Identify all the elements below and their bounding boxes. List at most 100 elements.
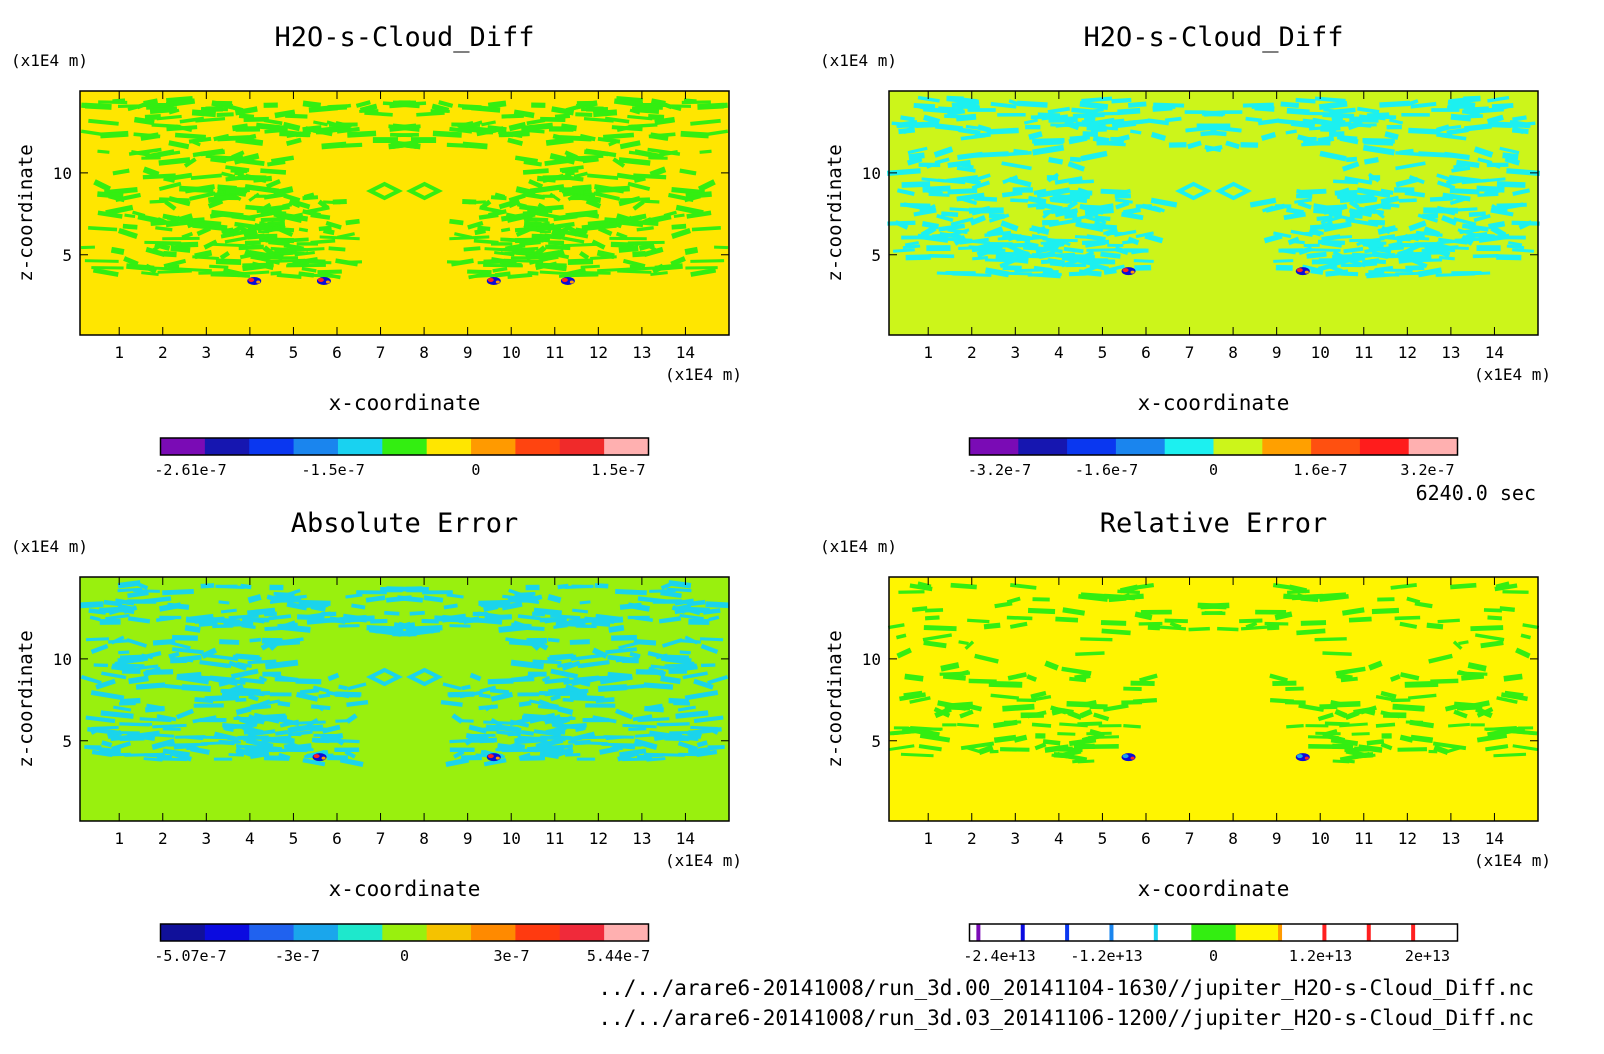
feature-stroke — [1310, 267, 1324, 275]
feature-stroke — [888, 744, 915, 752]
feature-stroke — [934, 123, 964, 132]
feature-stroke — [1051, 198, 1073, 204]
feature-stroke — [565, 224, 578, 234]
feature-stroke — [1503, 673, 1523, 682]
feature-stroke — [938, 223, 966, 232]
feature-stroke — [130, 150, 150, 157]
feature-stroke — [1375, 695, 1396, 702]
colorbar-swatch — [1235, 924, 1281, 941]
feature-stroke — [523, 159, 542, 167]
feature-stroke — [217, 184, 237, 191]
feature-stroke — [210, 155, 227, 164]
feature-stroke — [1380, 188, 1394, 195]
feature-stroke — [1123, 207, 1141, 215]
feature-stroke — [643, 752, 685, 757]
feature-stroke — [143, 98, 158, 106]
x-tick-label: 2 — [967, 343, 977, 362]
feature-stroke — [1010, 583, 1037, 590]
feature-stroke — [1135, 231, 1154, 239]
feature-stroke — [550, 668, 579, 680]
feature-stroke — [641, 199, 660, 204]
colorbar-label: -5.07e-7 — [154, 947, 226, 965]
feature-stroke — [247, 659, 277, 665]
feature-stroke — [174, 132, 206, 140]
feature-stroke — [1049, 262, 1066, 267]
feature-stroke — [631, 106, 660, 115]
feature-stroke — [961, 177, 982, 186]
feature-stroke — [318, 225, 332, 232]
feature-stroke — [1518, 220, 1533, 230]
feature-stroke — [1348, 200, 1360, 210]
feature-stroke — [496, 730, 522, 737]
feature-stroke — [1067, 200, 1079, 210]
x-tick-label: 11 — [545, 343, 564, 362]
feature-stroke — [200, 149, 225, 157]
feature-stroke — [1339, 135, 1359, 145]
feature-stroke — [550, 744, 574, 751]
feature-stroke — [523, 192, 546, 200]
feature-stroke — [384, 610, 400, 616]
feature-stroke — [1343, 246, 1364, 254]
feature-stroke — [271, 155, 295, 164]
feature-stroke — [673, 213, 685, 219]
feature-stroke — [947, 188, 978, 195]
feature-stroke — [894, 220, 909, 230]
feature-stroke — [1001, 190, 1023, 198]
x-tick-label: 1 — [923, 343, 933, 362]
feature-stroke — [598, 226, 613, 237]
feature-stroke — [347, 130, 377, 138]
feature-stroke — [449, 235, 490, 241]
feature-stroke — [533, 607, 562, 617]
feature-stroke — [1358, 207, 1385, 215]
feature-stroke — [1093, 203, 1114, 211]
feature-stroke — [554, 113, 571, 120]
x-tick-label: 12 — [1398, 343, 1417, 362]
feature-stroke — [156, 714, 177, 722]
feature-stroke — [209, 212, 225, 219]
feature-stroke — [1314, 96, 1346, 103]
feature-stroke — [111, 741, 132, 752]
feature-stroke — [256, 204, 290, 214]
feature-stroke — [1133, 259, 1154, 263]
hotspot-core — [317, 277, 324, 282]
feature-stroke — [1169, 621, 1182, 629]
feature-stroke — [1286, 723, 1304, 729]
feature-stroke — [1340, 676, 1358, 683]
feature-stroke — [1115, 198, 1133, 204]
feature-stroke — [105, 204, 134, 216]
feature-stroke — [545, 244, 571, 251]
feature-stroke — [315, 704, 324, 712]
feature-stroke — [907, 146, 928, 155]
feature-stroke — [1461, 673, 1485, 681]
feature-stroke — [532, 245, 547, 258]
feature-stroke — [1395, 161, 1426, 171]
feature-stroke — [144, 113, 161, 121]
feature-stroke — [1470, 625, 1504, 632]
feature-stroke — [141, 271, 159, 276]
feature-stroke — [633, 738, 658, 750]
feature-stroke — [351, 603, 366, 610]
feature-stroke — [1450, 582, 1477, 590]
feature-stroke — [671, 186, 705, 196]
colorbar-label: -3.2e-7 — [968, 461, 1031, 479]
x-axis: 1 2 3 4 5 6 7 8 9 10 11 12 13 14 — [114, 91, 695, 362]
feature-stroke — [1474, 633, 1505, 642]
feature-stroke — [1433, 744, 1449, 755]
feature-stroke — [903, 690, 923, 698]
feature-stroke — [1118, 118, 1149, 127]
feature-stroke — [699, 746, 722, 752]
x-tick-label: 10 — [1311, 343, 1330, 362]
feature-stroke — [101, 671, 127, 680]
feature-field — [79, 580, 730, 768]
feature-stroke — [346, 699, 369, 707]
feature-stroke — [969, 214, 986, 226]
feature-stroke — [580, 264, 600, 269]
feature-stroke — [1491, 103, 1514, 110]
feature-stroke — [674, 598, 694, 606]
feature-stroke — [925, 203, 936, 212]
feature-stroke — [1288, 584, 1308, 594]
feature-stroke — [307, 724, 324, 729]
colorbar-swatch — [160, 438, 206, 455]
feature-stroke — [1297, 201, 1312, 210]
feature-stroke — [325, 220, 342, 230]
